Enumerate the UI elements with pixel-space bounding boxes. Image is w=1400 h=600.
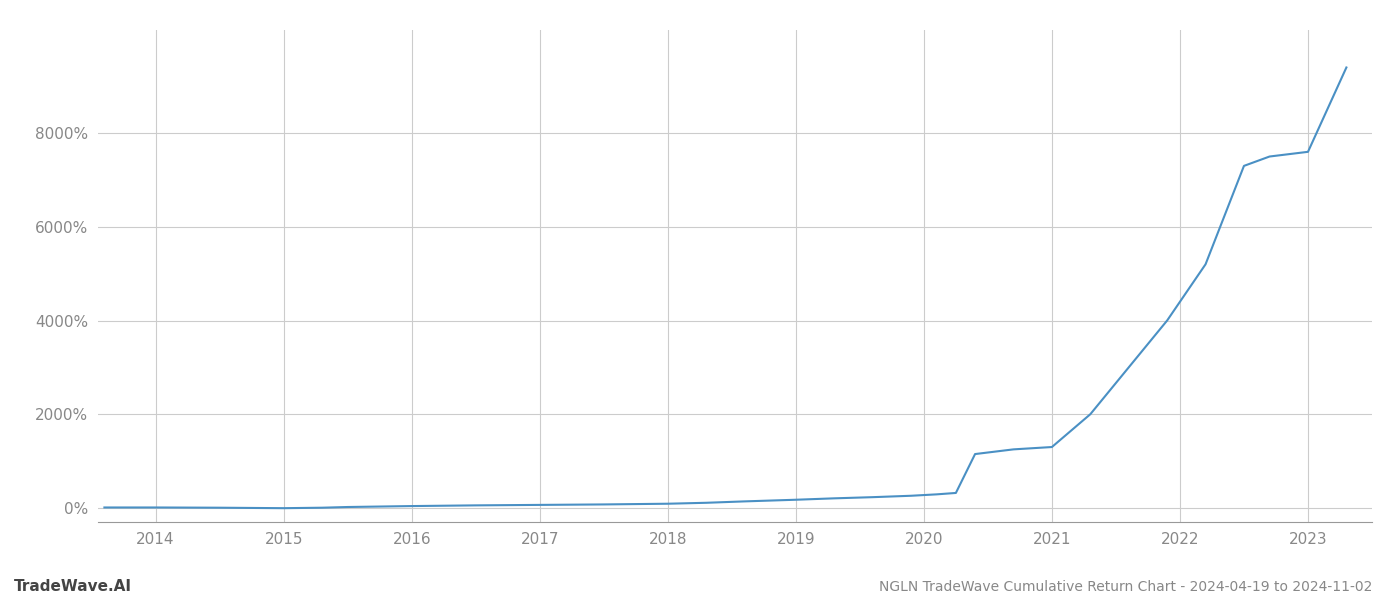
Text: TradeWave.AI: TradeWave.AI xyxy=(14,579,132,594)
Text: NGLN TradeWave Cumulative Return Chart - 2024-04-19 to 2024-11-02: NGLN TradeWave Cumulative Return Chart -… xyxy=(879,580,1372,594)
